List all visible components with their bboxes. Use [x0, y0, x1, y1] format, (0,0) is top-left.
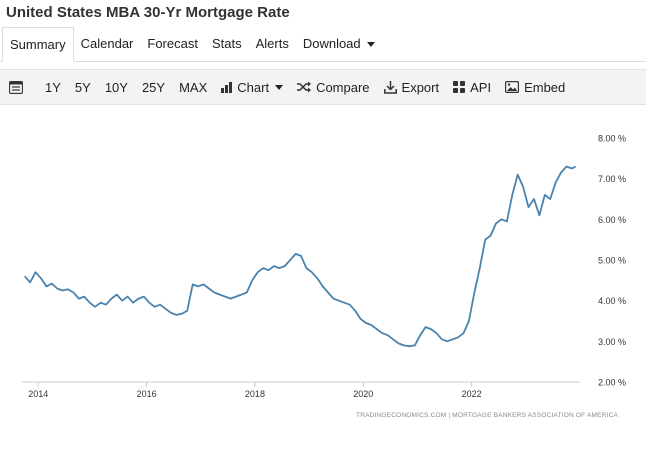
table-icon	[9, 80, 23, 94]
x-axis: 2014 2016 2018 2020 2022	[28, 382, 482, 399]
range-5y-button[interactable]: 5Y	[74, 79, 91, 95]
embed-button[interactable]: Embed	[498, 80, 572, 95]
caret-down-icon	[366, 42, 375, 48]
bar-chart-icon	[221, 81, 233, 93]
page-title: United States MBA 30-Yr Mortgage Rate	[6, 4, 290, 21]
embed-label: Embed	[524, 79, 566, 95]
api-button[interactable]: API	[446, 80, 498, 95]
x-tick-label: 2020	[353, 389, 373, 399]
y-tick-label: 7.00 %	[598, 174, 626, 184]
series-line	[24, 165, 577, 348]
tab-summary[interactable]: Summary	[2, 27, 74, 62]
shuffle-icon	[297, 81, 312, 93]
mortgage-rate-chart: 8.00 % 7.00 % 6.00 % 5.00 % 4.00 % 3.00 % 2.00…	[22, 134, 626, 419]
download-icon	[383, 80, 397, 94]
tab-bar: Summary Calendar Forecast Stats Alerts D…	[0, 27, 646, 62]
image-icon	[505, 81, 520, 93]
x-tick-label: 2014	[28, 389, 48, 399]
chart-type-button[interactable]: Chart	[214, 80, 290, 95]
range-25y-button[interactable]: 25Y	[141, 79, 166, 95]
tab-forecast[interactable]: Forecast	[147, 36, 198, 51]
range-10y-button[interactable]: 10Y	[104, 79, 128, 95]
tab-download-label: Download	[302, 36, 361, 51]
export-button[interactable]: Export	[377, 80, 447, 95]
table-view-button[interactable]	[0, 80, 38, 94]
chart-area: 8.00 % 7.00 % 6.00 % 5.00 % 4.00 % 3.00 % 2.00…	[0, 104, 646, 444]
y-axis: 8.00 % 7.00 % 6.00 % 5.00 % 4.00 % 3.00 % 2.00…	[598, 134, 626, 388]
range-1y-button[interactable]: 1Y	[45, 79, 61, 95]
chart-toolbar: 1Y 5Y 10Y 25Y MAX Chart Compare Export	[0, 69, 646, 105]
chart-type-label: Chart	[237, 79, 270, 95]
y-tick-label: 2.00 %	[598, 378, 626, 388]
tab-calendar[interactable]: Calendar	[80, 36, 134, 51]
compare-label: Compare	[316, 79, 370, 95]
compare-button[interactable]: Compare	[290, 80, 376, 95]
y-tick-label: 6.00 %	[598, 215, 626, 225]
range-max-button[interactable]: MAX	[179, 79, 208, 95]
source-attribution: TRADINGECONOMICS.COM | MORTGAGE BANKERS …	[356, 412, 618, 419]
y-tick-label: 3.00 %	[598, 337, 626, 347]
caret-down-icon	[275, 84, 284, 90]
tab-download[interactable]: Download	[296, 27, 382, 61]
x-tick-label: 2016	[137, 389, 157, 399]
export-label: Export	[401, 79, 440, 95]
y-tick-label: 5.00 %	[598, 256, 626, 266]
tab-stats[interactable]: Stats	[211, 36, 242, 51]
grid-icon	[453, 81, 466, 93]
x-tick-label: 2022	[462, 389, 482, 399]
tab-alerts[interactable]: Alerts	[255, 36, 289, 51]
api-label: API	[470, 79, 492, 95]
y-tick-label: 8.00 %	[598, 134, 626, 144]
x-tick-label: 2018	[245, 389, 265, 399]
y-tick-label: 4.00 %	[598, 296, 626, 306]
